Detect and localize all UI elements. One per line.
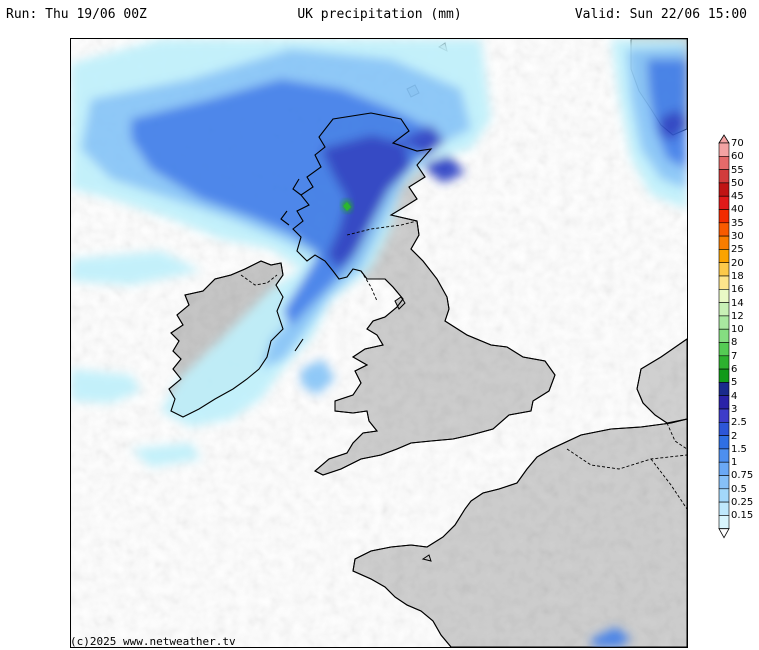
precipitation-layer	[71, 39, 687, 647]
legend-swatch	[718, 342, 730, 357]
legend-label: 0.75	[731, 470, 754, 482]
legend-label: 1.5	[731, 443, 747, 455]
legend-label: 2	[731, 430, 738, 442]
legend-swatch	[718, 195, 730, 210]
legend-label: 45	[731, 191, 744, 203]
legend-label: 14	[731, 297, 744, 309]
legend-swatch	[718, 315, 730, 330]
legend-min-arrow	[718, 528, 730, 539]
legend-label: 7	[731, 350, 738, 362]
legend-labels: 70 60 55 50 45 40 35 30 25 20 18 16 14 12 10 8 7 6 5 4 3 2.5 2…	[731, 137, 759, 523]
border-layer	[240, 220, 687, 510]
legend-swatch	[718, 421, 730, 436]
copyright-credit: (c)2025 www.netweather.tv	[70, 635, 236, 648]
legend-swatch	[718, 355, 730, 370]
legend-swatch	[718, 382, 730, 396]
legend-swatch	[718, 475, 730, 490]
legend-swatch	[718, 155, 730, 170]
legend-label: 2.5	[731, 417, 747, 429]
legend-swatch	[718, 488, 730, 503]
legend-color-bar	[718, 134, 730, 539]
legend-swatch	[718, 368, 730, 383]
run-time-label: Run: Thu 19/06 00Z	[6, 7, 147, 22]
legend-swatch	[718, 289, 730, 303]
legend-label: 25	[731, 244, 744, 256]
legend-label: 0.15	[731, 510, 754, 522]
precipitation-legend	[718, 134, 730, 539]
legend-swatch	[718, 249, 730, 264]
legend-label: 6	[731, 364, 738, 376]
legend-label: 10	[731, 324, 744, 336]
legend-label: 16	[731, 284, 744, 296]
legend-label: 8	[731, 337, 738, 349]
legend-label: 50	[731, 177, 744, 189]
legend-label: 12	[731, 310, 744, 322]
legend-label: 30	[731, 231, 744, 243]
legend-swatch	[718, 461, 730, 476]
legend-swatch	[718, 501, 730, 516]
legend-swatch	[718, 235, 730, 250]
legend-swatch	[718, 515, 730, 529]
legend-swatch	[718, 328, 730, 343]
legend-label: 40	[731, 204, 744, 216]
legend-swatch	[718, 169, 730, 184]
legend-swatch	[718, 275, 730, 290]
legend-label: 55	[731, 164, 744, 176]
legend-label: 35	[731, 217, 744, 229]
legend-swatch	[718, 209, 730, 224]
legend-label: 1	[731, 457, 738, 469]
legend-label: 18	[731, 270, 744, 282]
legend-label: 60	[731, 151, 744, 163]
legend-label: 0.5	[731, 483, 747, 495]
legend-swatch	[718, 182, 730, 197]
legend-max-arrow	[718, 134, 730, 144]
map-title: UK precipitation (mm)	[297, 7, 462, 22]
legend-label: 20	[731, 257, 744, 269]
legend-label: 5	[731, 377, 738, 389]
legend-label: 0.25	[731, 497, 754, 509]
legend-swatch	[718, 222, 730, 237]
legend-label: 4	[731, 390, 738, 402]
legend-swatch	[718, 302, 730, 317]
precipitation-map[interactable]	[70, 38, 688, 648]
legend-swatch	[718, 435, 730, 450]
legend-swatch	[718, 408, 730, 423]
coastline-layer	[168, 112, 687, 647]
legend-label: 70	[731, 138, 744, 149]
legend-swatch	[718, 142, 730, 157]
legend-swatch	[718, 448, 730, 463]
legend-label: 3	[731, 403, 738, 415]
legend-swatch	[718, 395, 730, 410]
valid-time-label: Valid: Sun 22/06 15:00	[574, 7, 747, 22]
legend-swatch	[718, 262, 730, 277]
